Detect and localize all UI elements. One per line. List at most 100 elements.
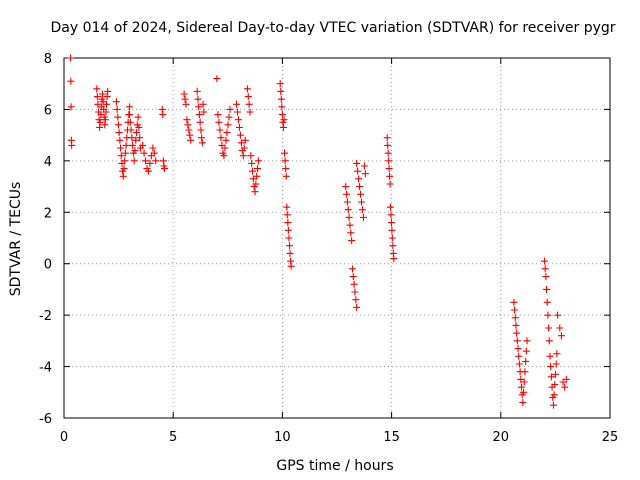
data-point <box>104 87 112 95</box>
data-point <box>198 134 206 142</box>
data-point <box>346 221 354 229</box>
data-point <box>215 118 223 126</box>
data-point <box>282 165 290 173</box>
data-point <box>234 116 242 124</box>
data-point <box>181 95 189 103</box>
data-point <box>353 159 361 167</box>
x-tick-label: 15 <box>383 430 400 445</box>
data-point <box>67 77 75 85</box>
data-point <box>544 311 552 319</box>
data-point <box>353 303 361 311</box>
data-point <box>196 118 204 126</box>
data-point <box>234 108 242 116</box>
data-point <box>225 113 233 121</box>
data-point <box>247 152 255 160</box>
data-point <box>194 95 202 103</box>
data-point <box>131 147 139 155</box>
y-tick-label: 2 <box>44 206 52 221</box>
data-point <box>195 111 203 119</box>
data-point <box>390 255 398 263</box>
data-point <box>134 113 142 121</box>
y-tick-label: -6 <box>39 412 52 427</box>
data-point <box>240 144 248 152</box>
data-point <box>522 357 530 365</box>
data-point <box>360 162 368 170</box>
data-point <box>93 93 101 101</box>
data-point <box>279 123 287 131</box>
data-point <box>223 129 231 137</box>
data-point <box>388 234 396 242</box>
data-point <box>235 123 243 131</box>
data-point <box>342 183 350 191</box>
data-point <box>386 180 394 188</box>
data-point <box>357 190 365 198</box>
data-point <box>241 136 249 144</box>
data-point <box>233 100 241 108</box>
data-point <box>554 311 562 319</box>
data-point <box>543 298 551 306</box>
data-point <box>120 165 128 173</box>
data-point <box>248 167 256 175</box>
data-point <box>160 165 168 173</box>
data-point <box>193 87 201 95</box>
data-point <box>385 165 393 173</box>
data-point <box>545 337 553 345</box>
data-point <box>126 118 134 126</box>
data-point <box>246 108 254 116</box>
data-point <box>284 219 292 227</box>
data-point <box>284 226 292 234</box>
data-point <box>237 139 245 147</box>
data-point <box>562 375 570 383</box>
data-point <box>283 203 291 211</box>
data-point <box>387 211 395 219</box>
x-tick-label: 25 <box>602 430 619 445</box>
data-point <box>387 219 395 227</box>
data-point <box>180 90 188 98</box>
data-point <box>513 337 521 345</box>
data-point <box>126 111 134 119</box>
data-point <box>286 249 294 257</box>
data-point <box>133 129 141 137</box>
data-point <box>116 136 124 144</box>
data-point <box>221 144 229 152</box>
data-point <box>522 347 530 355</box>
data-point <box>285 234 293 242</box>
data-point <box>113 105 121 113</box>
data-point <box>278 103 286 111</box>
data-point <box>220 152 228 160</box>
data-point <box>553 350 561 358</box>
data-point <box>152 157 160 165</box>
data-point <box>557 332 565 340</box>
data-point <box>354 167 362 175</box>
data-point <box>515 360 523 368</box>
data-point <box>96 118 104 126</box>
data-point <box>546 352 554 360</box>
data-point <box>199 100 207 108</box>
data-point <box>101 121 109 129</box>
data-point <box>195 103 203 111</box>
data-point <box>344 206 352 214</box>
data-point <box>556 324 564 332</box>
data-point <box>520 388 528 396</box>
data-point <box>547 363 555 371</box>
x-axis-ticks: 0 5 10 15 20 25 <box>60 58 618 445</box>
data-point <box>277 87 285 95</box>
data-point <box>245 100 253 108</box>
data-point <box>517 383 525 391</box>
data-point <box>384 141 392 149</box>
x-tick-label: 5 <box>169 430 177 445</box>
data-point <box>552 360 560 368</box>
data-point <box>350 280 358 288</box>
data-point <box>129 141 137 149</box>
data-point <box>519 399 527 407</box>
data-point <box>126 103 134 111</box>
data-point <box>549 401 557 409</box>
data-point <box>514 345 522 353</box>
data-point <box>67 103 75 111</box>
data-point <box>388 226 396 234</box>
data-point <box>276 80 284 88</box>
data-point <box>540 257 548 265</box>
data-point <box>146 159 154 167</box>
chart-title: Day 014 of 2024, Sidereal Day-to-day VTE… <box>50 20 615 36</box>
data-point <box>236 131 244 139</box>
